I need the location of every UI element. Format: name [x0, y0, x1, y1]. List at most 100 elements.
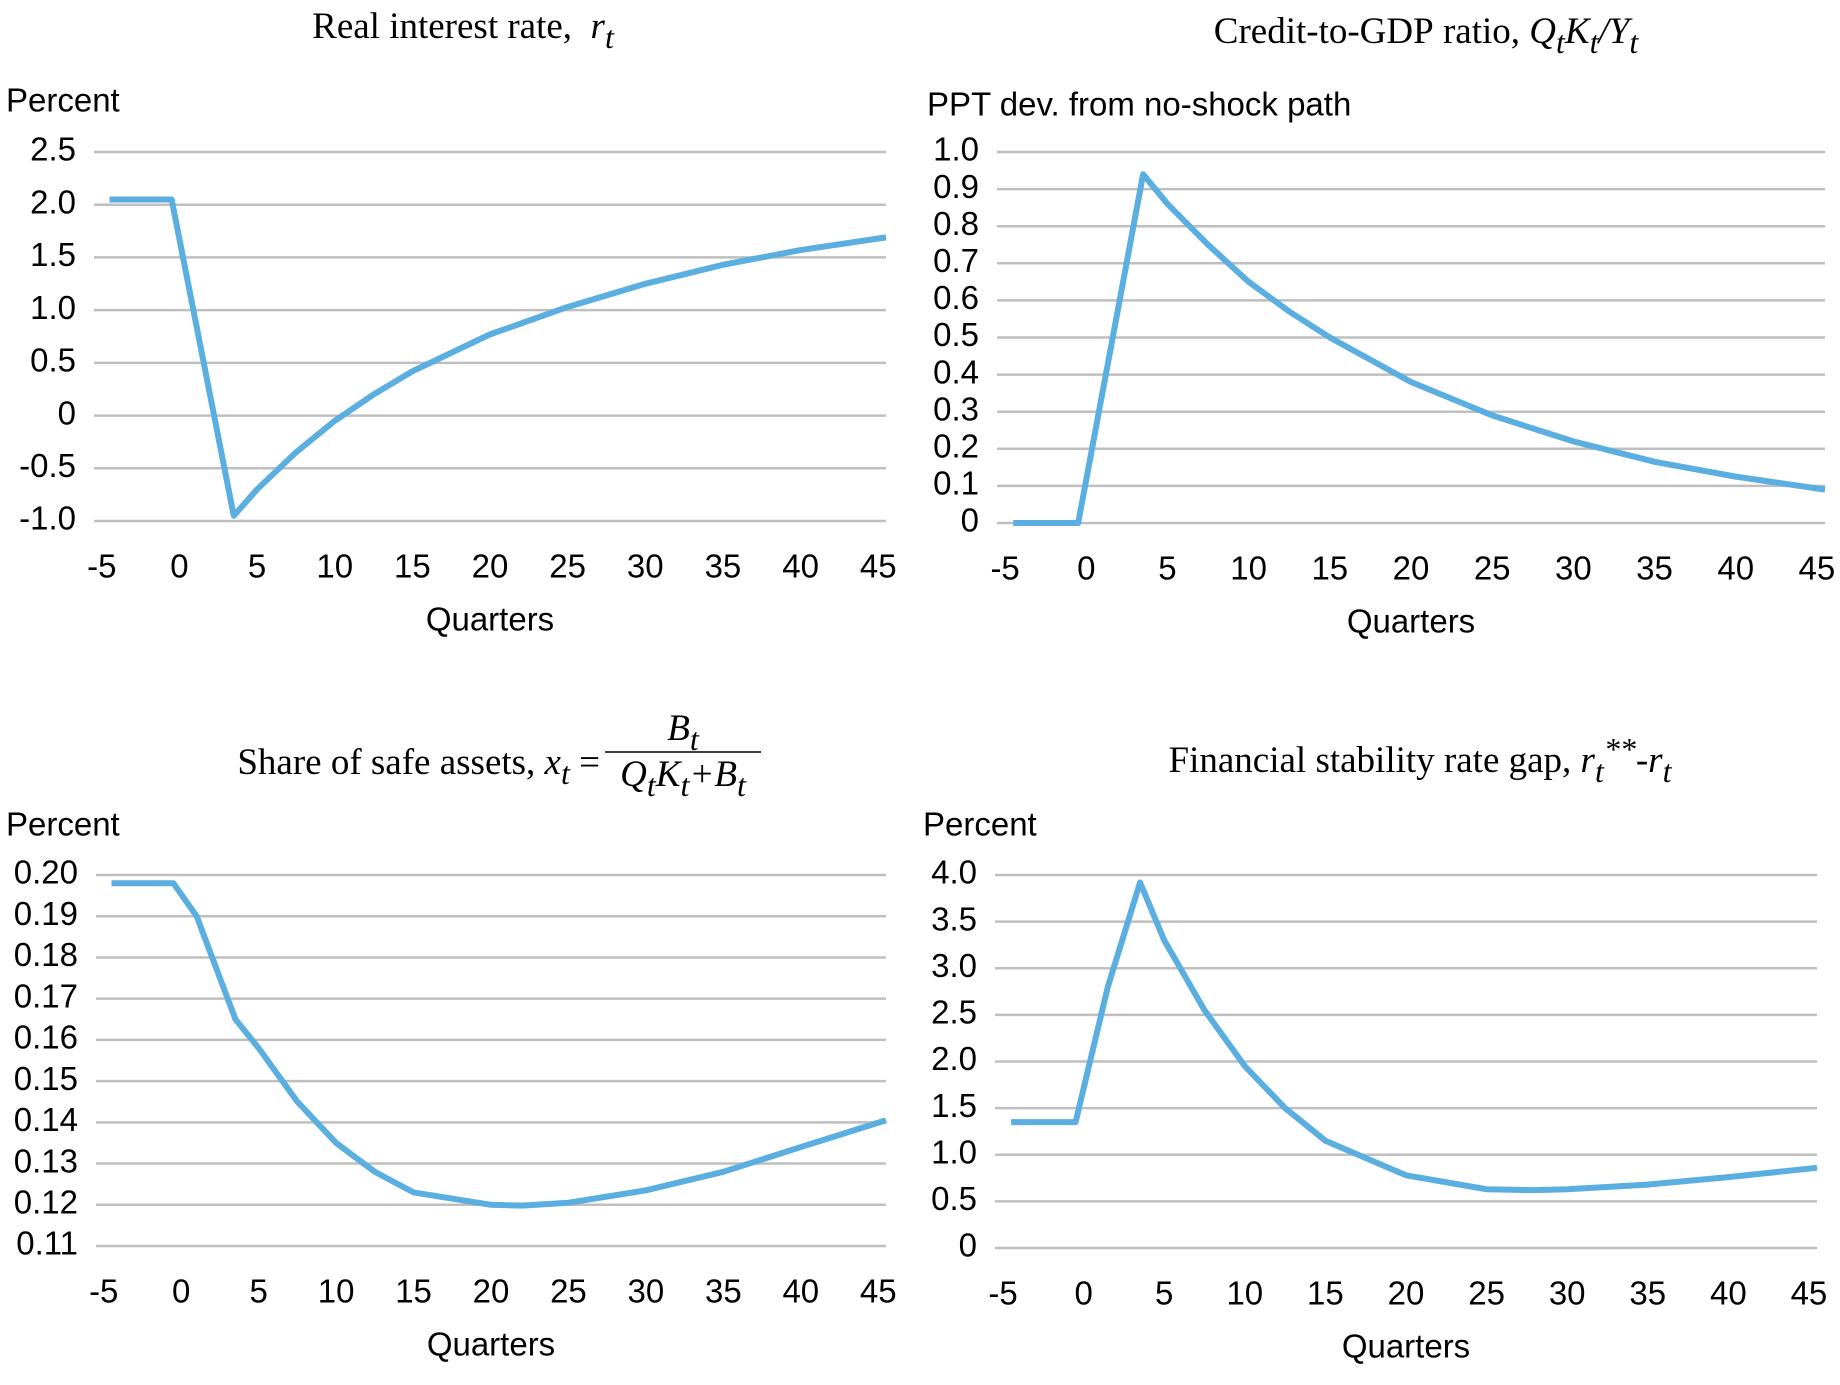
x-tick-label: 20 [1388, 1275, 1425, 1312]
x-tick-label: 25 [1474, 550, 1511, 587]
title-part: t [605, 19, 615, 55]
title-part: t [1556, 24, 1566, 60]
y-tick-label: 0.7 [933, 242, 979, 279]
x-tick-label: 35 [1629, 1275, 1666, 1312]
y-tick-label: 0.8 [933, 205, 979, 242]
title-part: +B [689, 754, 737, 795]
y-tick-label: 1.5 [931, 1087, 977, 1124]
title-part: t [680, 767, 690, 803]
y-tick-label: 0.17 [14, 977, 78, 1014]
title-part: t [1663, 753, 1673, 789]
y-tick-label: 0.14 [14, 1101, 78, 1138]
x-tick-label: 20 [1393, 550, 1430, 587]
x-tick-label: -5 [988, 1275, 1017, 1312]
title-part: = [570, 742, 600, 783]
y-tick-label: -1.0 [19, 500, 76, 537]
x-tick-label: 10 [1230, 550, 1267, 587]
x-tick-label: 30 [1549, 1275, 1586, 1312]
title-part: Q [620, 754, 647, 795]
x-axis-label: Quarters [1342, 1328, 1470, 1365]
y-tick-label: 0.15 [14, 1060, 78, 1097]
y-tick-label: 0.11 [16, 1225, 78, 1262]
y-tick-label: -0.5 [19, 447, 76, 484]
x-tick-label: 0 [1074, 1275, 1092, 1312]
chart-title: Share of safe assets, xt = [237, 742, 600, 791]
title-part: Q [1529, 11, 1556, 52]
x-axis-label: Quarters [426, 601, 554, 638]
x-tick-label: 45 [1791, 1275, 1828, 1312]
y-tick-label: 0.19 [14, 895, 78, 932]
x-tick-label: 15 [394, 548, 431, 585]
y-tick-label: 0.18 [14, 936, 78, 973]
title-part: t [1590, 24, 1600, 60]
y-tick-label: 1.0 [30, 289, 76, 326]
y-tick-label: 3.5 [931, 900, 977, 937]
x-tick-label: 35 [1636, 550, 1673, 587]
x-tick-label: -5 [87, 548, 116, 585]
x-tick-label: 15 [395, 1273, 432, 1310]
title-part: K [1564, 11, 1592, 52]
x-tick-label: 40 [1710, 1275, 1747, 1312]
y-tick-label: 0.5 [30, 342, 76, 379]
y-tick-label: 2.0 [30, 183, 76, 220]
y-tick-label: 0.5 [931, 1180, 977, 1217]
y-tick-label: 0.2 [933, 428, 979, 465]
y-tick-label: 0.12 [14, 1183, 78, 1220]
y-tick-label: 0 [961, 502, 979, 539]
panel: -1.0 -0.5 0 0.5 1.0 1.5 2.0 2.5 -5 0 5 10 15 20 25 30 35… [6, 6, 897, 638]
y-axis-label: Percent [6, 82, 120, 119]
x-tick-label: 25 [1468, 1275, 1505, 1312]
title-part: t [1595, 753, 1605, 789]
x-tick-label: -5 [89, 1273, 118, 1310]
title-part: t [647, 767, 657, 803]
x-tick-label: 30 [628, 1273, 665, 1310]
x-tick-label: 30 [1555, 550, 1592, 587]
title-part: Credit-to-GDP ratio, [1214, 11, 1529, 52]
y-tick-label: 2.5 [30, 131, 76, 168]
title-part: -r [1636, 740, 1663, 781]
x-tick-label: 25 [549, 548, 586, 585]
x-tick-label: 5 [248, 548, 266, 585]
y-axis-label: Percent [6, 806, 120, 843]
data-line [111, 880, 887, 1209]
chart-title: Real interest rate, rt [312, 6, 615, 55]
y-tick-label: 0.6 [933, 279, 979, 316]
title-part: x [544, 742, 562, 783]
panel: 0.11 0.12 0.13 0.14 0.15 0.16 0.17 0.18 0.19 0.20… [6, 708, 897, 1363]
y-tick-label: 0.1 [933, 465, 979, 502]
x-tick-label: 40 [782, 1273, 819, 1310]
x-tick-label: 10 [1226, 1275, 1263, 1312]
y-tick-label: 0.20 [14, 854, 78, 891]
panel: 0 0.5 1.0 1.5 2.0 2.5 3.0 3.5 4.0 -5 0 5 10 15 20 25 30 3… [923, 731, 1827, 1365]
x-axis-label: Quarters [427, 1326, 555, 1363]
y-tick-label: 2.5 [931, 994, 977, 1031]
x-tick-label: 0 [170, 548, 188, 585]
title-part: K [655, 754, 683, 795]
fraction-denominator: QtKt+Bt [620, 754, 747, 803]
title-part: t [1629, 24, 1639, 60]
x-tick-label: 35 [705, 1273, 742, 1310]
x-tick-label: 0 [172, 1273, 190, 1310]
x-tick-label: 40 [782, 548, 819, 585]
y-tick-label: 4.0 [931, 854, 977, 891]
x-tick-label: 5 [1158, 550, 1176, 587]
fraction-numerator: Bt [667, 708, 700, 757]
y-axis-label: Percent [923, 806, 1037, 843]
x-tick-label: 0 [1077, 550, 1095, 587]
y-tick-label: 0 [959, 1227, 977, 1264]
y-tick-label: 2.0 [931, 1040, 977, 1077]
x-tick-label: 45 [860, 548, 897, 585]
y-tick-label: 0.9 [933, 168, 979, 205]
title-part: Real interest rate, [312, 6, 590, 47]
title-part: t [561, 755, 571, 791]
y-tick-label: 1.5 [30, 236, 76, 273]
y-tick-label: 0.5 [933, 316, 979, 353]
y-axis-label: PPT dev. from no-shock path [927, 86, 1351, 123]
y-tick-label: 0.4 [933, 353, 979, 390]
y-tick-label: 0.3 [933, 390, 979, 427]
x-tick-label: 45 [1799, 550, 1836, 587]
title-part: B [667, 708, 690, 749]
panel: 00.10.20.30.40.50.60.70.80.91.0-5 0 5 10 15 2… [927, 11, 1835, 640]
data-line [1013, 171, 1826, 526]
x-tick-label: 35 [705, 548, 742, 585]
